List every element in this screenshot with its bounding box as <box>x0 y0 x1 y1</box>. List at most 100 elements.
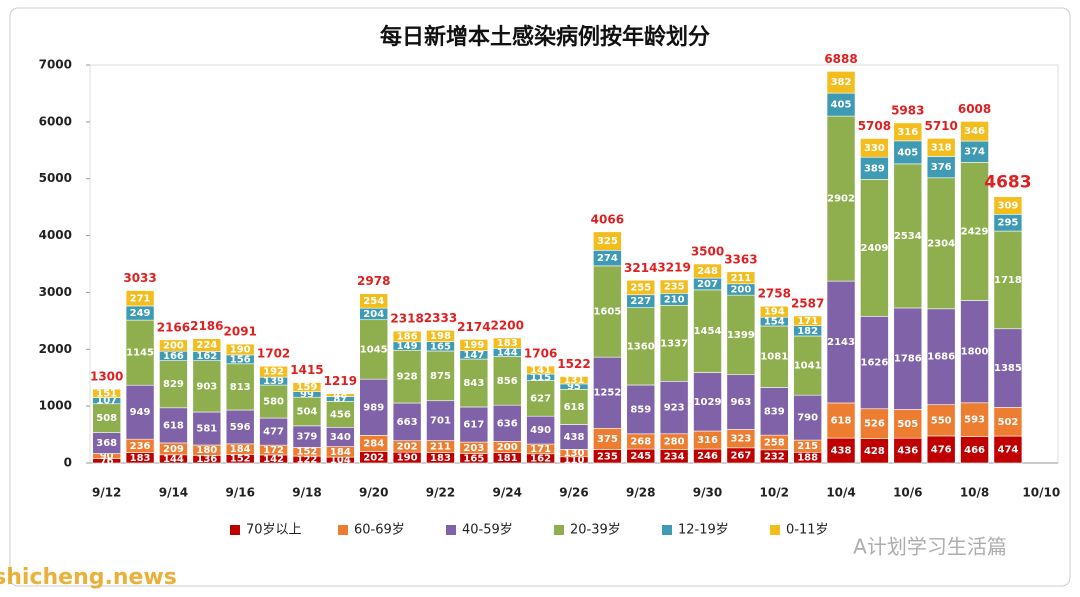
bar-segment <box>359 293 389 309</box>
x-tick-label: 10/8 <box>960 486 989 500</box>
segment-label: 142 <box>263 454 284 465</box>
segment-label: 405 <box>897 147 918 158</box>
segment-label: 99 <box>300 389 314 400</box>
total-label: 2166 <box>157 320 190 334</box>
total-label: 1706 <box>524 347 557 361</box>
segment-label: 903 <box>196 381 217 392</box>
segment-label: 1454 <box>694 326 722 337</box>
bar-segment <box>793 335 822 396</box>
bar-segment <box>192 411 222 446</box>
segment-label: 280 <box>664 437 685 448</box>
bar-segment <box>326 393 355 397</box>
segment-label: 165 <box>463 453 484 464</box>
segment-label: 87 <box>333 394 347 405</box>
segment-label: 232 <box>764 451 785 462</box>
segment-label: 249 <box>130 308 151 319</box>
legend-swatch <box>338 525 348 535</box>
segment-label: 107 <box>96 396 117 407</box>
total-label: 5983 <box>891 103 924 117</box>
bar-segment <box>125 319 155 386</box>
total-label: 3363 <box>724 252 757 266</box>
segment-label: 166 <box>163 351 184 362</box>
total-label: 2978 <box>357 274 390 288</box>
segment-label: 382 <box>831 77 852 88</box>
segment-label: 1145 <box>126 348 154 359</box>
bar-segment <box>392 330 422 343</box>
bar-segment <box>759 325 789 388</box>
bar-segment <box>259 384 288 419</box>
x-tick-label: 9/30 <box>693 486 722 500</box>
segment-label: 502 <box>997 417 1018 428</box>
segment-label: 271 <box>130 293 151 304</box>
segment-label: 309 <box>997 201 1018 212</box>
bar-segment <box>793 394 822 441</box>
segment-label: 1045 <box>360 344 388 355</box>
segment-label: 200 <box>497 442 518 453</box>
segment-label: 268 <box>630 436 651 447</box>
x-tick-label: 9/22 <box>426 486 455 500</box>
y-tick-label: 5000 <box>39 171 72 185</box>
x-tick-label: 9/20 <box>359 486 388 500</box>
segment-label: 963 <box>730 397 751 408</box>
segment-label: 267 <box>730 450 751 461</box>
bar-segment <box>492 404 522 442</box>
bar-segment <box>426 350 455 402</box>
bar-segment <box>125 384 155 440</box>
bar-segment <box>225 409 255 445</box>
segment-label: 405 <box>831 100 852 111</box>
segment-label: 152 <box>230 454 251 465</box>
segment-label: 95 <box>567 382 581 393</box>
segment-label: 627 <box>530 393 551 404</box>
segment-label: 663 <box>397 417 418 428</box>
x-tick-label: 9/12 <box>92 486 121 500</box>
segment-label: 149 <box>397 341 418 352</box>
bar-segment <box>593 356 622 429</box>
segment-label: 2902 <box>827 194 855 205</box>
total-label: 1702 <box>257 347 290 361</box>
bar-segment <box>860 179 889 317</box>
segment-label: 110 <box>564 455 585 466</box>
x-tick-label: 10/10 <box>1022 486 1060 500</box>
segment-label: 130 <box>564 448 585 459</box>
segment-label: 617 <box>463 420 484 431</box>
segment-label: 48 <box>333 390 347 401</box>
bar-segment <box>359 319 389 380</box>
bar-segment <box>893 122 923 142</box>
watermark: A计划学习生活篇 <box>853 535 1007 559</box>
total-label: 2200 <box>491 318 524 332</box>
legend-label: 0-11岁 <box>786 523 829 538</box>
bar-segment <box>593 265 622 358</box>
segment-label: 1399 <box>727 330 755 341</box>
segment-label: 1337 <box>660 338 688 349</box>
legend-swatch <box>662 525 672 535</box>
segment-label: 859 <box>630 404 651 415</box>
bar-segment <box>926 177 956 310</box>
segment-label: 236 <box>130 441 151 452</box>
total-label: 3214 <box>624 261 657 275</box>
bar-segment <box>826 71 856 94</box>
bar-segment <box>893 163 923 309</box>
bar-segment <box>225 343 255 356</box>
segment-label: 949 <box>130 407 151 418</box>
total-label: 5708 <box>858 119 891 133</box>
segment-label: 154 <box>764 317 785 328</box>
segment-label: 316 <box>697 435 718 446</box>
segment-label: 122 <box>297 455 318 466</box>
segment-label: 144 <box>163 454 184 465</box>
bar-segment <box>860 408 889 439</box>
segment-label: 340 <box>330 432 351 443</box>
bar-segment <box>659 279 689 294</box>
bar-segment <box>559 389 589 425</box>
segment-label: 186 <box>397 331 418 342</box>
segment-label: 180 <box>196 445 217 456</box>
chart-title: 每日新增本土感染病例按年龄划分 <box>380 24 710 50</box>
segment-label: 162 <box>196 351 217 362</box>
bar-segment <box>860 438 889 464</box>
segment-label: 203 <box>463 443 484 454</box>
bar-segment <box>960 300 989 404</box>
bar-segment <box>159 407 188 444</box>
legend-swatch <box>446 525 456 535</box>
bar-segment <box>659 380 689 435</box>
total-label: 4066 <box>591 212 624 226</box>
segment-label: 318 <box>931 142 952 153</box>
